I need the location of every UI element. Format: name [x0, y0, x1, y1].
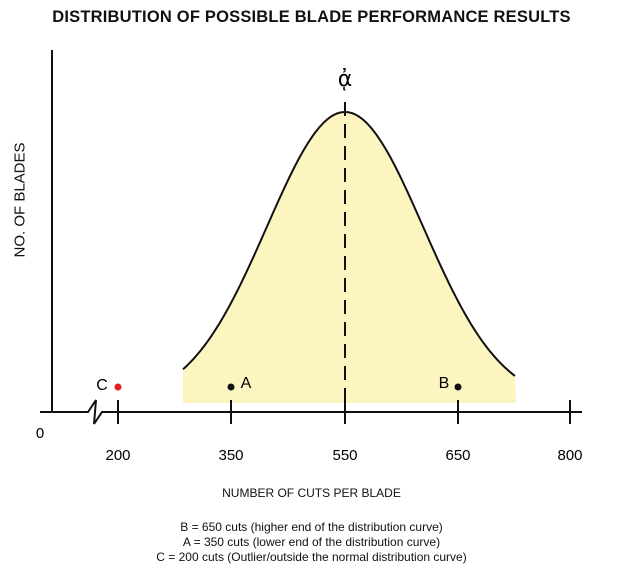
chart-title: DISTRIBUTION OF POSSIBLE BLADE PERFORMAN… — [52, 8, 571, 26]
tick-label-800: 800 — [557, 447, 582, 464]
bell-curve — [183, 112, 516, 403]
point-c — [114, 383, 122, 391]
legend-notes: B = 650 cuts (higher end of the distribu… — [0, 520, 623, 565]
point-b — [454, 383, 462, 391]
note-b: B = 650 cuts (higher end of the distribu… — [180, 520, 443, 534]
tick-label-350: 350 — [218, 447, 243, 464]
point-label-a: A — [241, 375, 252, 392]
x-axis-label: NUMBER OF CUTS PER BLADE — [222, 486, 401, 500]
distribution-plot: ᾀ 200 350 550 650 800 C A B 0 — [36, 50, 583, 464]
origin-label: 0 — [36, 425, 44, 442]
bell-curve-outline — [182, 110, 516, 377]
tick-label-200: 200 — [105, 447, 130, 464]
tick-label-650: 650 — [445, 447, 470, 464]
point-label-c: C — [96, 377, 108, 394]
mean-symbol: ᾀ — [338, 67, 353, 92]
note-a: A = 350 cuts (lower end of the distribut… — [182, 535, 441, 549]
axis-break-icon — [76, 399, 110, 425]
point-label-b: B — [439, 375, 450, 392]
tick-label-550: 550 — [332, 447, 357, 464]
note-c: C = 200 cuts (Outlier/outside the normal… — [156, 550, 467, 564]
x-ticks: 200 350 550 650 800 — [105, 400, 583, 464]
point-a — [227, 383, 235, 391]
y-axis-label: NO. OF BLADES — [11, 142, 29, 258]
